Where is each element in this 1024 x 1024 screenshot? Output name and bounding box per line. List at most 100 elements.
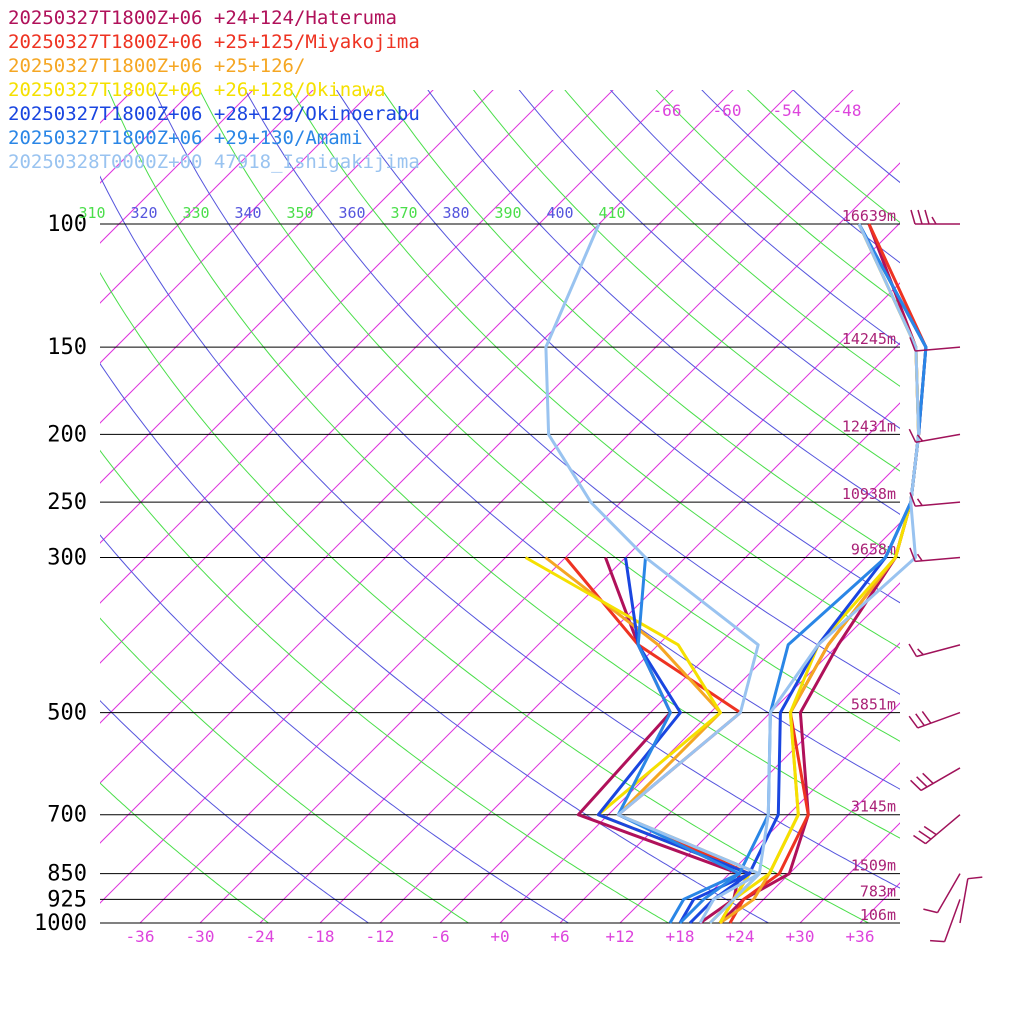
dry-adiabat-line <box>290 90 900 649</box>
wind-barb-staff <box>915 501 961 507</box>
wind-barb <box>959 876 983 924</box>
wind-barb-staff <box>959 878 969 924</box>
wind-barb-flag <box>909 337 916 352</box>
isotherm-line <box>100 90 314 304</box>
isotherm-line <box>439 462 900 923</box>
wind-barb-flag <box>917 648 924 656</box>
height-label: 14245m <box>842 330 896 348</box>
temperature-tick-label: +24 <box>726 927 755 946</box>
height-label: 9658m <box>851 541 896 559</box>
temperature-line <box>719 223 921 925</box>
isotherm-line <box>739 762 900 923</box>
theta-label: 320 <box>130 204 157 222</box>
temperature-tick-label: +6 <box>550 927 569 946</box>
pressure-tick-label: 150 <box>47 335 87 360</box>
wind-barb-flag <box>930 939 945 943</box>
legend-entry: 20250327T1800Z+06 +26+128/Okinawa <box>8 79 386 101</box>
isotherm-label: -66 <box>653 101 682 120</box>
dry-adiabat-line <box>336 90 900 604</box>
isotherm-line <box>100 90 134 124</box>
wind-barb <box>923 873 961 914</box>
dewpoint-line <box>544 223 761 924</box>
isotherm-line <box>100 90 374 364</box>
wind-barb-flag <box>909 492 916 507</box>
legend-entry: 20250327T1800Z+06 +25+125/Miyakojima <box>8 31 420 53</box>
pressure-tick-label: 700 <box>47 803 87 828</box>
isotherm-line <box>980 0 1024 923</box>
dry-adiabat-line <box>564 90 900 387</box>
height-label: 783m <box>860 882 896 900</box>
theta-label: 380 <box>442 204 469 222</box>
wind-barb-flag <box>916 434 924 442</box>
temperature-tick-label: -30 <box>186 927 215 946</box>
isotherm-line <box>920 0 1024 923</box>
wind-barb <box>909 547 961 563</box>
theta-label: 330 <box>182 204 209 222</box>
temperature-tick-label: +18 <box>666 927 695 946</box>
dry-adiabat-line <box>100 362 769 923</box>
height-label: 16639m <box>842 207 896 225</box>
wind-barb-flag <box>967 876 983 880</box>
theta-label: 410 <box>598 204 625 222</box>
temperature-tick-label: +12 <box>606 927 635 946</box>
isotherm-line <box>559 582 900 923</box>
temperature-line <box>708 223 921 925</box>
temperature-tick-label: -6 <box>430 927 449 946</box>
wind-barb-flag <box>916 498 923 506</box>
dry-adiabat-line <box>100 699 369 923</box>
temperature-tick-label: +30 <box>786 927 815 946</box>
theta-label: 340 <box>234 204 261 222</box>
wind-barb-flag <box>909 547 916 562</box>
wind-barb-staff <box>915 556 961 563</box>
isotherm-line <box>100 90 254 244</box>
wind-barb <box>930 899 961 943</box>
height-label: 5851m <box>851 696 896 714</box>
dry-adiabat-line <box>792 90 900 184</box>
theta-label: 310 <box>78 204 105 222</box>
isotherm-line <box>100 90 194 184</box>
pressure-tick-label: 925 <box>47 887 87 912</box>
wind-barb <box>908 710 961 729</box>
wind-barb-staff <box>915 346 961 352</box>
isotherm-line <box>379 402 900 923</box>
wind-barb-flag <box>924 209 930 225</box>
isotherm-line <box>319 342 900 923</box>
dry-adiabat-line <box>100 534 569 923</box>
wind-barb-flag <box>931 216 937 225</box>
isotherm-line <box>799 822 900 923</box>
wind-barb <box>908 428 961 443</box>
theta-label: 390 <box>494 204 521 222</box>
temperature-line <box>718 223 921 925</box>
theta-label: 370 <box>390 204 417 222</box>
height-label: 1509m <box>851 857 896 875</box>
temperature-tick-label: +36 <box>846 927 875 946</box>
wind-barb-staff <box>916 644 961 658</box>
theta-label: 360 <box>338 204 365 222</box>
height-label: 106m <box>860 906 896 924</box>
wind-barb <box>910 209 960 225</box>
isotherm-label: -60 <box>713 101 742 120</box>
wind-barb-flag <box>916 553 923 562</box>
pressure-tick-label: 250 <box>47 490 87 515</box>
pressure-tick-label: 500 <box>47 701 87 726</box>
wind-barb <box>913 814 961 845</box>
wind-barb-flag <box>921 710 932 724</box>
dry-adiabat-line <box>100 449 669 923</box>
dry-adiabat-line <box>100 175 900 889</box>
legend-entry: 20250328T0000Z+00 47918_Ishigakijima <box>8 151 420 173</box>
legend-entry: 20250327T1800Z+06 +25+126/ <box>8 55 306 77</box>
wind-barb-flag <box>910 779 922 791</box>
pressure-tick-label: 100 <box>47 212 87 237</box>
wind-barb-flag <box>910 209 916 225</box>
dry-adiabat-line <box>518 90 900 429</box>
pressure-tick-label: 850 <box>47 862 87 887</box>
temperature-tick-label: -12 <box>366 927 395 946</box>
wind-barb-staff <box>925 814 961 845</box>
wind-barb <box>909 492 961 507</box>
wind-barb <box>909 337 961 352</box>
height-label: 10938m <box>842 485 896 503</box>
wind-barb-flag <box>915 713 925 727</box>
isotherm-line <box>619 642 900 923</box>
temperature-tick-label: +0 <box>490 927 509 946</box>
